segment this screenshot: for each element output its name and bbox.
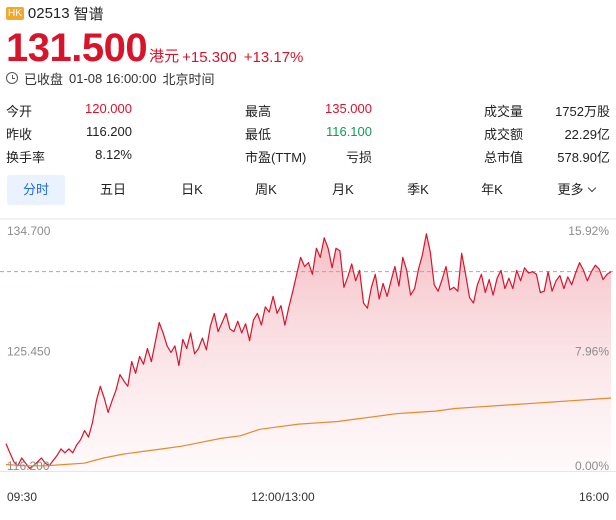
tab-1[interactable]: 五日 <box>88 175 138 205</box>
price-area <box>6 233 611 471</box>
stat-value: 120.000 <box>85 101 132 116</box>
stat-label: 市盈(TTM) <box>245 150 307 165</box>
price-change-pct: +13.17% <box>243 49 304 66</box>
stat-value: 亏损 <box>345 150 372 165</box>
stat-label: 最低 <box>245 127 272 142</box>
y-tick-left: 134.700 <box>7 224 51 238</box>
status-timezone: 北京时间 <box>162 71 215 87</box>
chevron-down-icon <box>587 183 596 193</box>
tab-label: 分时 <box>22 182 49 197</box>
stat-label: 今开 <box>6 104 33 119</box>
stat-value: 578.90亿 <box>557 150 610 165</box>
stat-value: 135.000 <box>325 101 372 116</box>
market-badge: HK <box>6 6 24 20</box>
stock-code: 02513 <box>27 4 70 22</box>
y-tick-right: 0.00% <box>575 459 609 473</box>
x-tick: 09:30 <box>7 490 37 504</box>
period-tabs: 分时 五日 日K 周K 月K 季K 年K 更多 <box>0 174 616 206</box>
price-line <box>5 233 612 469</box>
tab-label: 更多 <box>557 182 584 197</box>
tab-2[interactable]: 日K <box>167 175 217 205</box>
tab-label: 日K <box>181 182 203 197</box>
y-tick-right: 7.96% <box>575 345 609 359</box>
stat-value: 1752万股 <box>555 104 610 119</box>
y-tick-right: 15.92% <box>568 224 609 238</box>
stat-value: 116.100 <box>325 124 372 139</box>
y-tick-left: 116.200 <box>7 459 50 473</box>
tab-label: 年K <box>481 182 503 197</box>
y-tick-left: 125.450 <box>7 345 51 359</box>
tab-4[interactable]: 月K <box>318 175 368 205</box>
tab-7[interactable]: 更多 <box>551 175 601 205</box>
tab-label: 季K <box>407 182 429 197</box>
stat-value: 116.200 <box>85 124 132 139</box>
tab-0[interactable]: 分时 <box>7 175 65 205</box>
price-meta: 港元 +15.300 +13.17% <box>149 45 310 68</box>
price-row: 131.500 港元 +15.300 +13.17% <box>6 24 310 68</box>
stat-label: 最高 <box>245 104 272 119</box>
intraday-chart: 134.700 125.450 116.200 15.92% 7.96% 0.00% 09:… <box>0 215 616 520</box>
stat-value: 8.12% <box>95 147 132 162</box>
clock-icon <box>6 72 18 84</box>
stock-name: 智谱 <box>73 5 104 23</box>
stat-label: 成交额 <box>484 127 524 142</box>
tab-label: 月K <box>332 182 354 197</box>
tab-label: 周K <box>255 182 277 197</box>
avg-price-line <box>5 397 612 467</box>
market-status: 已收盘 01-08 16:00:00 北京时间 <box>6 70 221 87</box>
tab-3[interactable]: 周K <box>241 175 291 205</box>
currency-label: 港元 <box>149 48 180 65</box>
x-tick: 16:00 <box>579 490 609 504</box>
chart-svg: 134.700 125.450 116.200 15.92% 7.96% 0.00% 09:… <box>0 218 616 504</box>
status-datetime: 01-08 16:00:00 <box>69 70 157 86</box>
price-change: +15.300 <box>182 49 237 66</box>
stock-header: HK 02513 智谱 <box>6 3 104 23</box>
stat-label: 成交量 <box>484 104 524 119</box>
x-tick: 12:00/13:00 <box>251 490 315 504</box>
stat-label: 总市值 <box>484 150 524 165</box>
stat-label: 换手率 <box>6 150 46 165</box>
status-text: 已收盘 <box>24 71 64 87</box>
stat-value: 22.29亿 <box>564 127 610 142</box>
tab-5[interactable]: 季K <box>393 175 443 205</box>
stat-label: 昨收 <box>6 127 33 142</box>
last-price: 131.500 <box>6 26 148 70</box>
tab-6[interactable]: 年K <box>467 175 517 205</box>
tab-label: 五日 <box>99 182 126 197</box>
